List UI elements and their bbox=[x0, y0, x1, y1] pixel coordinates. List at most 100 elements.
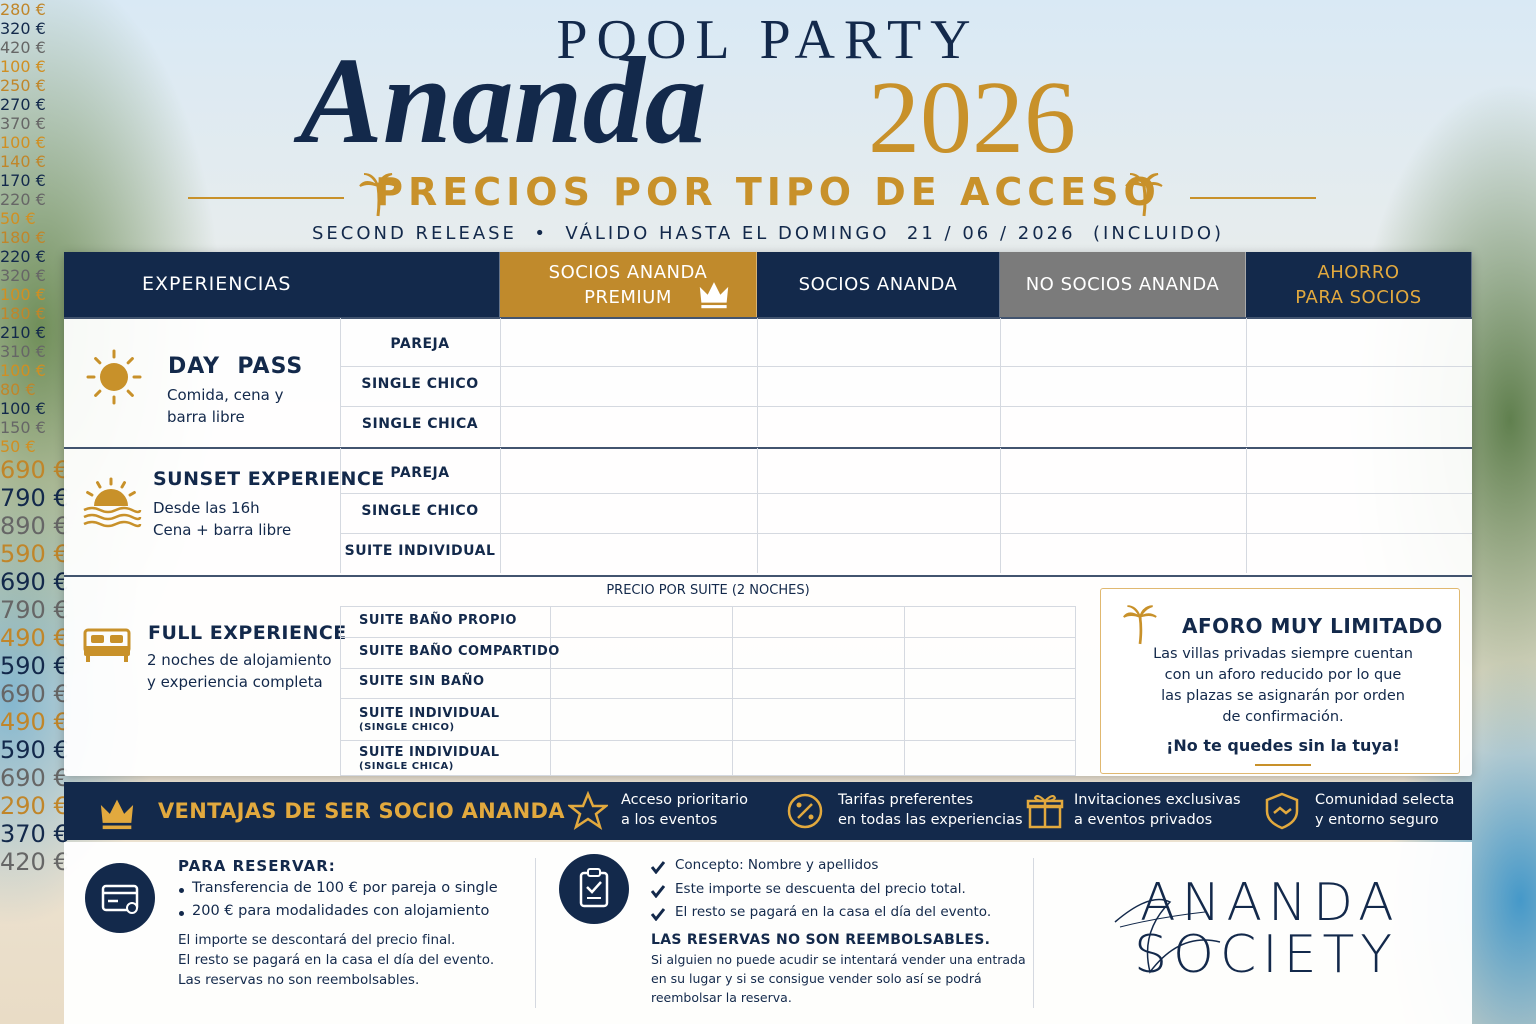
row-type: SINGLE CHICO bbox=[361, 503, 479, 519]
price: 220 € bbox=[0, 190, 46, 209]
row-type: SUITE SIN BAÑO bbox=[359, 674, 485, 689]
price: 80 € bbox=[0, 380, 36, 399]
check-icon-svg bbox=[650, 884, 666, 898]
price: 320 € bbox=[0, 19, 46, 38]
row-note: (SINGLE CHICA) bbox=[359, 761, 454, 772]
bed-icon-svg bbox=[83, 628, 131, 662]
booking-note: El importe se descontará del precio fina… bbox=[178, 932, 456, 948]
sunset-icon-svg bbox=[83, 477, 142, 528]
price: 370 € bbox=[0, 820, 69, 848]
price: 790 € bbox=[0, 596, 69, 624]
notice-box bbox=[1100, 588, 1460, 774]
row-type: SINGLE CHICO bbox=[361, 376, 479, 392]
notice-line: las plazas se asignarán por orden bbox=[1161, 688, 1405, 704]
price: 100 € bbox=[0, 285, 46, 304]
price: 690 € bbox=[0, 456, 69, 484]
group-description: Comida, cena y bbox=[167, 386, 284, 404]
group-title: SUNSET EXPERIENCE bbox=[153, 468, 385, 490]
group-description: 2 noches de alojamiento bbox=[147, 651, 332, 669]
check-icon bbox=[650, 906, 666, 922]
column-divider bbox=[500, 448, 501, 573]
price: 690 € bbox=[0, 764, 69, 792]
logo-swirl-svg bbox=[1114, 898, 1221, 974]
benefit-line: y entorno seguro bbox=[1315, 812, 1439, 828]
price: 490 € bbox=[0, 624, 69, 652]
price: 170 € bbox=[0, 171, 46, 190]
booking-title: PARA RESERVAR: bbox=[178, 857, 336, 875]
row-type: SUITE INDIVIDUAL bbox=[359, 706, 500, 721]
price: 100 € bbox=[0, 57, 46, 76]
subtitle: PRECIOS POR TIPO DE ACCESO bbox=[375, 170, 1161, 214]
price: 180 € bbox=[0, 304, 46, 323]
notice-title: AFORO MUY LIMITADO bbox=[1182, 614, 1443, 638]
group-title: DAY PASS bbox=[168, 354, 304, 379]
column-divider bbox=[732, 606, 733, 776]
row-type: SUITE INDIVIDUAL bbox=[344, 543, 496, 559]
benefit-icon-svg bbox=[1265, 792, 1299, 830]
script-title: Ananda bbox=[300, 32, 707, 169]
column-divider bbox=[500, 318, 501, 446]
price: 180 € bbox=[0, 228, 46, 247]
price: 590 € bbox=[0, 540, 69, 568]
column-divider bbox=[757, 318, 758, 446]
logo-line: ANANDA bbox=[1140, 873, 1400, 933]
rule-left bbox=[188, 197, 344, 199]
column-header-line: AHORRO bbox=[1317, 261, 1400, 283]
price: 420 € bbox=[0, 848, 69, 876]
row-type: SUITE BAÑO PROPIO bbox=[359, 612, 517, 628]
palm-icon bbox=[358, 172, 398, 218]
check-icon bbox=[650, 883, 666, 898]
price: 690 € bbox=[0, 680, 69, 708]
benefit-icon bbox=[566, 790, 610, 831]
group-divider bbox=[64, 447, 1472, 449]
benefit-icon bbox=[1025, 791, 1065, 831]
column-divider bbox=[904, 606, 905, 776]
column-header-line: NO SOCIOS ANANDA bbox=[1025, 274, 1220, 295]
price: 100 € bbox=[0, 133, 46, 152]
group-description: y experiencia completa bbox=[147, 673, 323, 691]
column-divider bbox=[1000, 448, 1001, 573]
benefit-icon bbox=[785, 791, 825, 831]
year: 2026 bbox=[868, 60, 1076, 175]
row-type: PAREJA bbox=[390, 336, 450, 352]
row-divider bbox=[340, 406, 1472, 407]
price: 220 € bbox=[0, 247, 46, 266]
group-divider bbox=[64, 575, 1472, 577]
check-icon-svg bbox=[650, 908, 666, 922]
price: 890 € bbox=[0, 512, 69, 540]
column-header: SOCIOS ANANDA bbox=[757, 252, 1000, 317]
column-divider bbox=[340, 448, 341, 573]
row-divider bbox=[340, 637, 1076, 638]
price: 420 € bbox=[0, 38, 46, 57]
column-divider bbox=[1246, 318, 1247, 446]
group-title: FULL EXPERIENCE bbox=[148, 622, 347, 644]
booking-note: Las reservas no son reembolsables. bbox=[178, 972, 420, 988]
row-divider bbox=[340, 668, 1076, 669]
condition-check: Este importe se descuenta del precio tot… bbox=[675, 880, 966, 897]
price: 370 € bbox=[0, 114, 46, 133]
booking-item: 200 € para modalidades con alojamiento bbox=[192, 903, 490, 919]
column-divider bbox=[1000, 318, 1001, 446]
crown-icon bbox=[98, 796, 136, 830]
price: 490 € bbox=[0, 708, 69, 736]
price: 310 € bbox=[0, 342, 46, 361]
sun-icon bbox=[82, 345, 146, 409]
sunset-icon bbox=[80, 476, 142, 532]
benefit-line: a los eventos bbox=[621, 812, 718, 828]
price: 250 € bbox=[0, 76, 46, 95]
column-header: AHORRO PARA SOCIOS bbox=[1246, 252, 1472, 317]
palm-icon bbox=[1122, 604, 1158, 646]
crown-icon bbox=[698, 279, 730, 309]
notice-underline bbox=[1255, 764, 1311, 766]
price: 320 € bbox=[0, 266, 46, 285]
row-divider bbox=[340, 698, 1076, 699]
palm-icon-svg bbox=[359, 173, 397, 217]
column-header-line: PREMIUM bbox=[584, 286, 672, 308]
benefit-icon-svg bbox=[787, 793, 823, 829]
divider bbox=[535, 858, 536, 1008]
booking-note: El resto se pagará en la casa el día del… bbox=[178, 952, 495, 968]
price: 290 € bbox=[0, 792, 69, 820]
column-divider bbox=[550, 606, 551, 776]
